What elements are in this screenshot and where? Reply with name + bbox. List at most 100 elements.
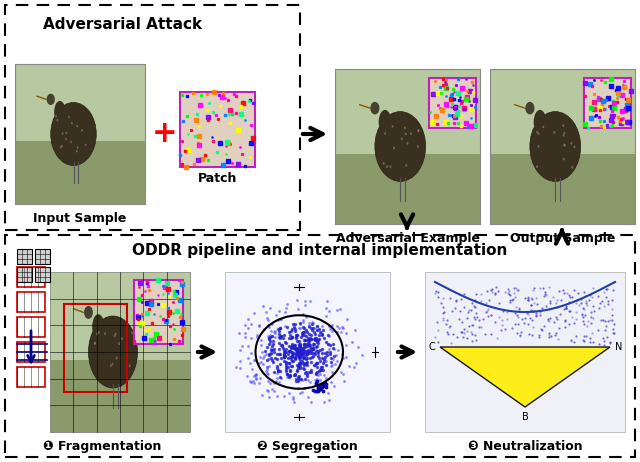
- Point: [274, 334, 284, 341]
- Point: [310, 376, 320, 383]
- Point: [252, 332, 262, 339]
- Point: [265, 337, 275, 345]
- Point: [310, 381, 321, 388]
- Point: [306, 331, 316, 338]
- Point: [300, 376, 310, 383]
- Point: [321, 313, 332, 320]
- Point: [291, 345, 301, 352]
- Point: [311, 379, 321, 386]
- Point: [285, 349, 296, 356]
- Point: [298, 323, 308, 331]
- Point: [337, 371, 348, 378]
- Point: [302, 355, 312, 362]
- Point: [332, 328, 342, 335]
- Point: [310, 334, 320, 341]
- Text: ❶ Fragmentation: ❶ Fragmentation: [44, 440, 162, 453]
- Point: [312, 377, 323, 385]
- Point: [269, 345, 279, 352]
- Point: [291, 377, 301, 384]
- Point: [295, 348, 305, 356]
- Point: [260, 351, 271, 358]
- Point: [290, 346, 300, 353]
- Point: [294, 357, 305, 364]
- Point: [302, 328, 312, 335]
- Point: [282, 370, 292, 377]
- Point: [328, 356, 339, 363]
- Point: [294, 350, 305, 358]
- Point: [310, 324, 321, 332]
- FancyBboxPatch shape: [584, 78, 630, 128]
- Point: [326, 362, 337, 370]
- Point: [284, 374, 294, 381]
- Text: ❸ Neutralization: ❸ Neutralization: [468, 440, 582, 453]
- Point: [311, 347, 321, 354]
- Point: [294, 346, 304, 354]
- Point: [275, 324, 285, 332]
- Point: [267, 376, 277, 383]
- FancyBboxPatch shape: [15, 64, 145, 141]
- Ellipse shape: [563, 144, 565, 146]
- Ellipse shape: [563, 134, 564, 137]
- Point: [294, 349, 304, 357]
- Point: [294, 372, 304, 380]
- Point: [248, 379, 259, 386]
- Point: [284, 359, 294, 366]
- Point: [274, 330, 284, 337]
- Point: [323, 389, 333, 396]
- Point: [266, 350, 276, 358]
- Point: [332, 358, 342, 365]
- Point: [305, 344, 315, 351]
- Point: [294, 348, 304, 356]
- Point: [356, 351, 367, 359]
- Point: [280, 352, 290, 359]
- Point: [312, 336, 323, 344]
- Point: [342, 316, 352, 323]
- Point: [243, 343, 253, 350]
- Point: [308, 387, 318, 394]
- Point: [314, 353, 324, 360]
- Point: [299, 384, 309, 391]
- Point: [349, 327, 360, 334]
- FancyBboxPatch shape: [15, 64, 145, 204]
- Point: [292, 337, 302, 344]
- Point: [294, 347, 304, 355]
- Point: [295, 343, 305, 351]
- Point: [280, 339, 291, 346]
- Point: [267, 332, 277, 340]
- Point: [317, 331, 327, 338]
- Point: [301, 327, 311, 334]
- Point: [285, 343, 296, 350]
- Point: [251, 371, 261, 378]
- Point: [311, 370, 321, 377]
- Point: [293, 362, 303, 370]
- Point: [310, 361, 321, 368]
- Ellipse shape: [98, 331, 100, 334]
- Point: [291, 333, 301, 340]
- Point: [292, 367, 302, 375]
- Point: [294, 341, 305, 348]
- Point: [314, 385, 324, 392]
- FancyBboxPatch shape: [35, 267, 50, 282]
- Ellipse shape: [570, 142, 572, 145]
- Point: [300, 361, 310, 368]
- Point: [323, 340, 333, 347]
- Point: [282, 301, 292, 308]
- Point: [287, 334, 298, 341]
- Point: [286, 344, 296, 352]
- Point: [298, 331, 308, 338]
- Point: [280, 322, 291, 329]
- Point: [301, 333, 311, 340]
- Point: [303, 336, 313, 344]
- Point: [278, 353, 289, 361]
- Point: [307, 321, 317, 328]
- Point: [279, 348, 289, 356]
- Point: [314, 325, 324, 332]
- Point: [305, 378, 315, 386]
- Point: [327, 368, 337, 376]
- Point: [321, 304, 331, 312]
- Point: [317, 363, 327, 371]
- Point: [313, 384, 323, 391]
- Text: C: C: [428, 342, 435, 352]
- Point: [326, 354, 336, 361]
- Point: [305, 341, 316, 348]
